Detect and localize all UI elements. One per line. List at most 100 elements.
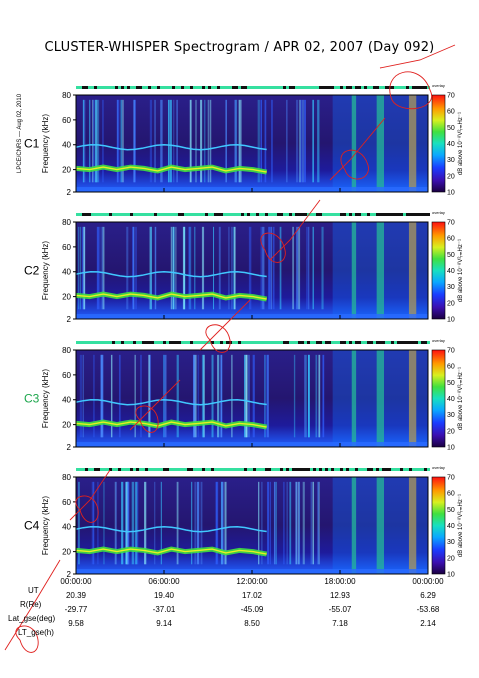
y-tick-label: 2 [67, 315, 72, 324]
annotation-stroke [205, 324, 231, 353]
colorbar-tick-label: 40 [447, 141, 455, 148]
annotation-stroke [199, 299, 251, 351]
ephem-header-lat: Lat_gse(deg) [8, 614, 56, 623]
plasma-line-core [75, 293, 267, 300]
ephemeris-value: -37.01 [153, 605, 176, 614]
y-tick-label: 20 [62, 421, 71, 430]
ephemeris-value: -53.68 [417, 605, 440, 614]
ephemeris-value: 9.58 [68, 619, 84, 628]
mode-tag: overlay [432, 465, 445, 470]
ephemeris-value: 17.02 [242, 591, 263, 600]
colorbar-tick-label: 70 [447, 475, 455, 482]
ephemeris-value: 19.40 [154, 591, 175, 600]
colorbar-tick-label: 50 [447, 380, 455, 387]
colorbar-tick-label: 20 [447, 555, 455, 562]
ephemeris-value: -29.77 [65, 605, 88, 614]
ephemeris-value: 6.29 [420, 591, 436, 600]
colorbar-tick-label: 70 [447, 220, 455, 227]
colorbar-tick-label: 20 [447, 173, 455, 180]
plasma-line-core [75, 166, 267, 173]
colorbar-tick-label: 20 [447, 428, 455, 435]
colorbar-label: dB above 10⁻⁸V²ᵣₘHz⁻¹ [457, 239, 464, 302]
colorbar-tick-label: 50 [447, 252, 455, 259]
colorbar-tick-label: 50 [447, 507, 455, 514]
y-tick-label: 40 [62, 141, 71, 150]
ephemeris-value: 20.39 [66, 591, 87, 600]
y-tick-label: 2 [67, 188, 72, 197]
annotation-stroke [269, 199, 321, 261]
y-tick-label: 60 [62, 243, 71, 252]
annotation-stroke [379, 44, 456, 69]
colorbar [431, 349, 446, 448]
y-tick-label: 80 [62, 91, 71, 100]
colorbar-tick-label: 60 [447, 364, 455, 371]
colorbar-tick-label: 20 [447, 300, 455, 307]
annotation-stroke [135, 405, 159, 433]
colorbar-tick-label: 50 [447, 125, 455, 132]
y-tick-label: 20 [62, 293, 71, 302]
annotation-stroke [4, 559, 61, 651]
y-axis-label: Frequency (kHz) [41, 241, 50, 300]
y-tick-label: 2 [67, 570, 72, 579]
colorbar-tick-label: 30 [447, 412, 455, 419]
y-tick-label: 20 [62, 548, 71, 557]
colorbar-tick-label: 30 [447, 284, 455, 291]
colorbar-tick-label: 30 [447, 539, 455, 546]
wideband-emission [332, 95, 428, 192]
ephemeris-value: 12.93 [330, 591, 351, 600]
colorbar-tick-label: 60 [447, 236, 455, 243]
y-tick-label: 80 [62, 473, 71, 482]
y-tick-label: 40 [62, 396, 71, 405]
annotation-stroke [329, 117, 386, 181]
y-tick-label: 40 [62, 268, 71, 277]
red-annotation-marks [4, 44, 456, 653]
ephemeris-value: 2.14 [420, 619, 436, 628]
colorbar-tick-label: 40 [447, 268, 455, 275]
colorbar [431, 94, 446, 193]
annotation-stroke [69, 469, 111, 521]
coverage-bar [76, 86, 430, 89]
coverage-bar [76, 468, 430, 471]
ephemeris-value: -45.09 [241, 605, 264, 614]
spectrogram-background [76, 477, 428, 574]
x-tick-label: 12:00:00 [236, 577, 268, 586]
emission-line-40khz [75, 143, 267, 151]
ephem-header-r: R(Re) [20, 600, 42, 609]
vertical-bursts [78, 481, 320, 565]
y-axis-label: Frequency (kHz) [41, 369, 50, 428]
x-tick-label: 00:00:00 [60, 577, 92, 586]
colorbar-tick-label: 70 [447, 348, 455, 355]
ephem-header-lt: LT_gse(h) [18, 628, 54, 637]
y-tick-label: 60 [62, 498, 71, 507]
colorbar [431, 221, 446, 320]
ephemeris-value: 7.18 [332, 619, 348, 628]
spacecraft-label: C2 [24, 264, 40, 278]
emission-line-40khz [75, 270, 267, 278]
plasma-line-core [75, 548, 267, 555]
spectrogram-background [76, 222, 428, 319]
mode-tag: overlay [432, 210, 445, 215]
colorbar-label: dB above 10⁻⁸V²ᵣₘHz⁻¹ [457, 367, 464, 430]
colorbar-label: dB above 10⁻⁸V²ᵣₘHz⁻¹ [457, 494, 464, 557]
vertical-bursts [77, 226, 324, 310]
colorbar-tick-label: 30 [447, 157, 455, 164]
y-tick-label: 80 [62, 346, 71, 355]
wideband-emission [332, 222, 428, 319]
y-tick-label: 60 [62, 116, 71, 125]
mode-tag: overlay [432, 338, 445, 343]
annotation-stroke [389, 71, 433, 110]
spacecraft-label: C3 [24, 392, 40, 406]
annotation-stroke [15, 625, 39, 653]
coverage-bar [76, 341, 430, 344]
colorbar-tick-label: 60 [447, 109, 455, 116]
colorbar-tick-label: 70 [447, 93, 455, 100]
y-tick-label: 2 [67, 443, 72, 452]
plasma-line-core [75, 421, 267, 428]
colorbar-tick-label: 10 [447, 445, 455, 452]
x-tick-label: 06:00:00 [148, 577, 180, 586]
y-axis-label: Frequency (kHz) [41, 114, 50, 173]
colorbar-tick-label: 40 [447, 523, 455, 530]
spacecraft-label: C1 [24, 137, 40, 151]
annotation-stroke [340, 149, 369, 180]
